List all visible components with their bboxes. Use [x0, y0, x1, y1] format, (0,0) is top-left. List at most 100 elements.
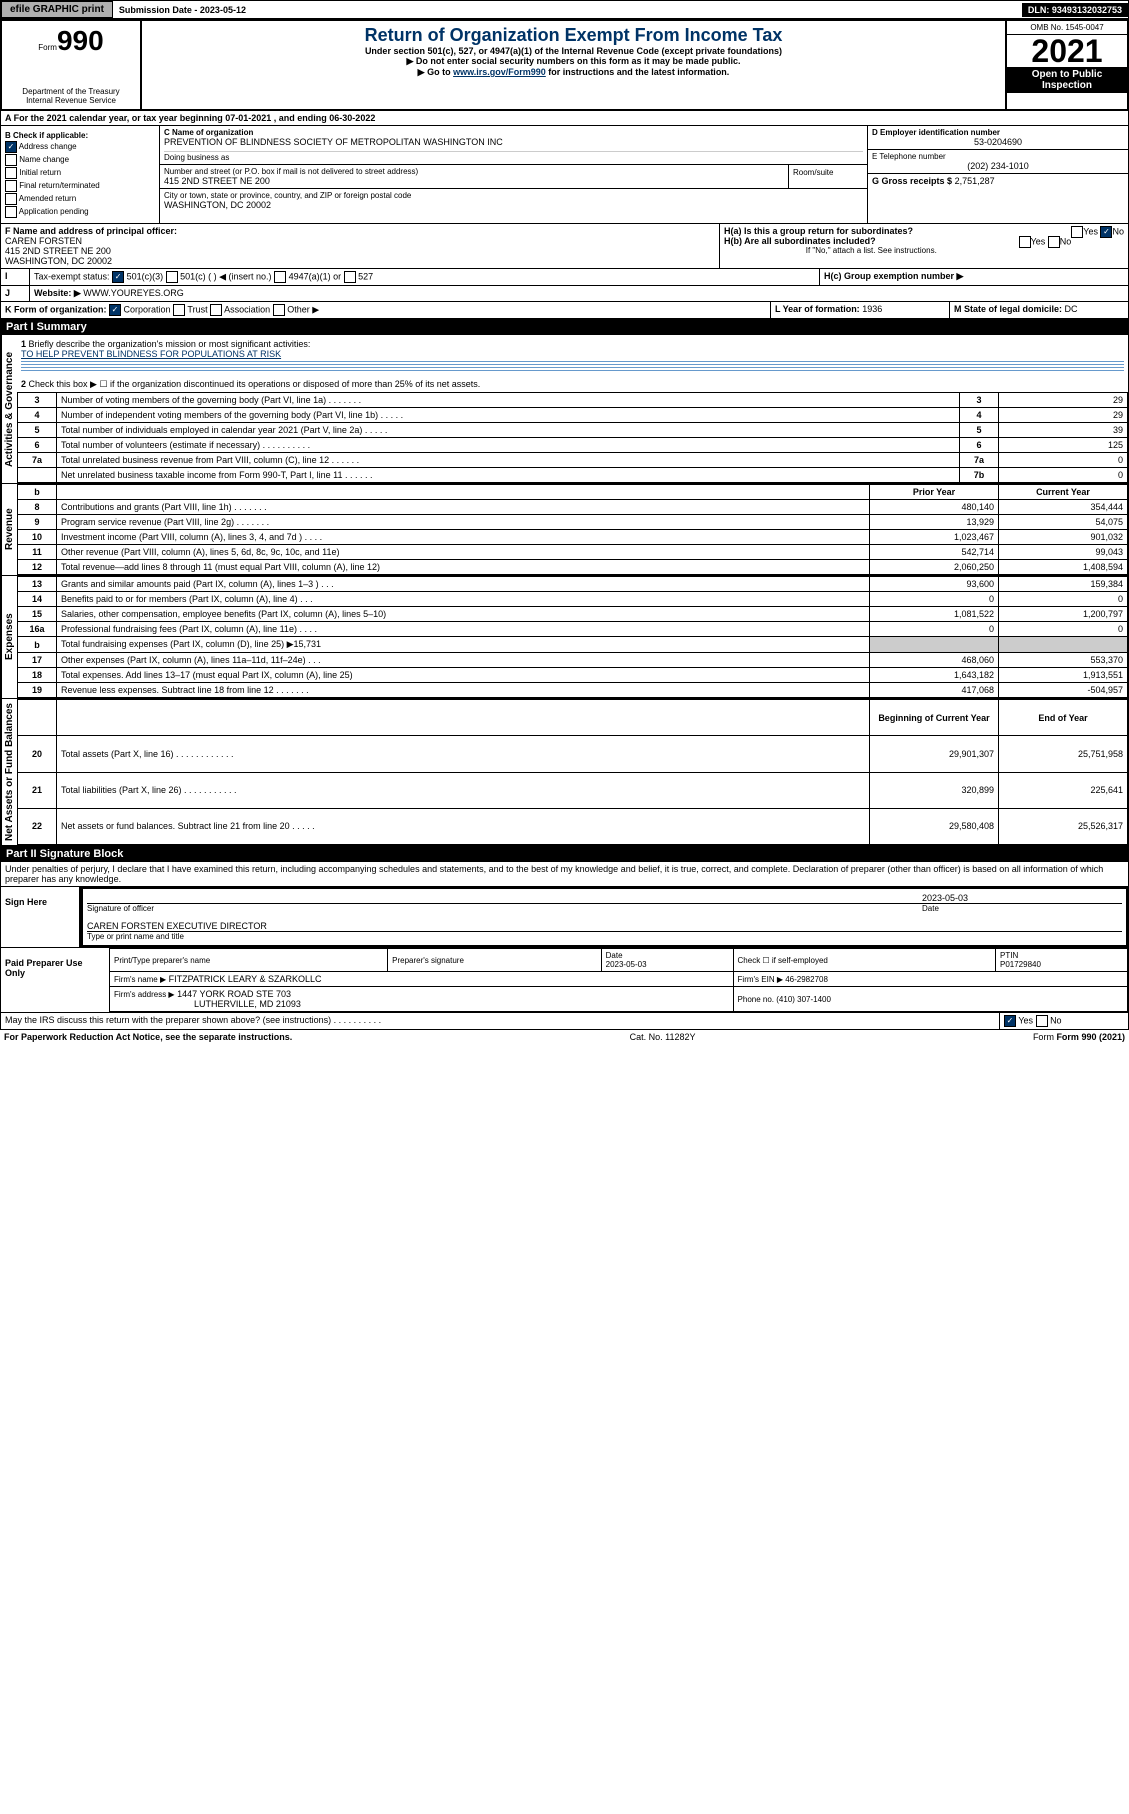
officer-addr2: WASHINGTON, DC 20002 — [5, 256, 715, 266]
line-a-text: For the 2021 calendar year, or tax year … — [14, 113, 376, 123]
line-i: I — [1, 269, 30, 285]
assoc-label: Association — [224, 304, 270, 314]
efile-print-button[interactable]: efile GRAPHIC print — [1, 1, 113, 18]
phone-label: Phone no. — [738, 995, 774, 1004]
ein: 53-0204690 — [872, 137, 1124, 147]
check-501c[interactable] — [166, 271, 178, 283]
ptin-label: PTIN — [1000, 951, 1018, 960]
tax-year: 2021 — [1007, 35, 1127, 67]
form-footer: Form Form 990 (2021) — [1033, 1032, 1125, 1042]
other-label: Other ▶ — [287, 304, 319, 314]
city-state-zip: WASHINGTON, DC 20002 — [164, 200, 863, 210]
ptin: P01729840 — [1000, 960, 1041, 969]
check-amended[interactable] — [5, 193, 17, 205]
501c3-label: 501(c)(3) — [127, 271, 164, 281]
4947-label: 4947(a)(1) or — [289, 271, 342, 281]
no-label: No — [1112, 226, 1124, 236]
section-b-label: B Check if applicable: — [5, 131, 155, 140]
vtab-expenses: Expenses — [1, 576, 17, 698]
form-note1: ▶ Do not enter social security numbers o… — [146, 56, 1001, 67]
ha-label: H(a) Is this a group return for subordin… — [724, 226, 913, 236]
check-app-pending[interactable] — [5, 206, 17, 218]
section-g-label: G Gross receipts $ — [872, 176, 952, 186]
check-other[interactable] — [273, 304, 285, 316]
firm-name: FITZPATRICK LEARY & SZARKOLLC — [169, 974, 322, 984]
revenue-table: bPrior YearCurrent Year 8Contributions a… — [17, 484, 1128, 575]
corp-label: Corporation — [124, 304, 171, 314]
check-4947[interactable] — [274, 271, 286, 283]
initial-return-label: Initial return — [19, 168, 61, 177]
dln: DLN: 93493132032753 — [1022, 3, 1128, 17]
check-501c3[interactable]: ✓ — [112, 271, 124, 283]
app-pending-label: Application pending — [19, 207, 89, 216]
date-label: Date — [922, 904, 1122, 913]
sig-date: 2023-05-03 — [922, 893, 1122, 903]
section-l-label: L Year of formation: — [775, 304, 860, 314]
ag-table: 3Number of voting members of the governi… — [17, 392, 1128, 483]
527-label: 527 — [358, 271, 373, 281]
tax-exempt-label: Tax-exempt status: — [34, 271, 110, 281]
section-k-label: K Form of organization: — [5, 304, 107, 314]
trust-label: Trust — [187, 304, 207, 314]
hb-yes[interactable] — [1019, 236, 1031, 248]
part1-header: Part I Summary — [0, 319, 1129, 335]
officer-addr1: 415 2ND STREET NE 200 — [5, 246, 715, 256]
501c-label: 501(c) ( ) ◀ (insert no.) — [180, 271, 271, 281]
prep-date-label: Date — [606, 951, 623, 960]
discuss-no[interactable] — [1036, 1015, 1048, 1027]
declaration: Under penalties of perjury, I declare th… — [0, 862, 1129, 887]
hdr-prior: Prior Year — [870, 485, 999, 500]
street-address: 415 2ND STREET NE 200 — [164, 176, 784, 186]
firm-name-label: Firm's name ▶ — [114, 975, 166, 984]
city-label: City or town, state or province, country… — [164, 191, 863, 200]
check-trust[interactable] — [173, 304, 185, 316]
check-initial-return[interactable] — [5, 167, 17, 179]
telephone: (202) 234-1010 — [872, 161, 1124, 171]
section-d-label: D Employer identification number — [872, 128, 1124, 137]
discuss-label: May the IRS discuss this return with the… — [5, 1015, 381, 1025]
hdr-beg: Beginning of Current Year — [870, 700, 999, 736]
q1-label: Briefly describe the organization's miss… — [29, 339, 311, 349]
check-address-change[interactable]: ✓ — [5, 141, 17, 153]
q2-label: Check this box ▶ ☐ if the organization d… — [29, 379, 481, 389]
check-assoc[interactable] — [210, 304, 222, 316]
ha-no[interactable]: ✓ — [1100, 226, 1112, 238]
line-j: J — [1, 286, 30, 301]
vtab-net: Net Assets or Fund Balances — [1, 699, 17, 845]
open-public: Open to Public Inspection — [1007, 67, 1127, 93]
no-label2: No — [1060, 236, 1072, 246]
ha-yes[interactable] — [1071, 226, 1083, 238]
check-527[interactable] — [344, 271, 356, 283]
addr-label: Number and street (or P.O. box if mail i… — [164, 167, 784, 176]
yes-label: Yes — [1083, 226, 1098, 236]
irs-label: Internal Revenue Service — [6, 96, 136, 105]
firm-addr-label: Firm's address ▶ — [114, 990, 175, 999]
discuss-no-label: No — [1050, 1015, 1062, 1025]
year-formation: 1936 — [862, 304, 882, 314]
irs-link[interactable]: www.irs.gov/Form990 — [453, 67, 546, 77]
mission-text: TO HELP PREVENT BLINDNESS FOR POPULATION… — [21, 349, 281, 359]
section-e-label: E Telephone number — [872, 152, 1124, 161]
check-final-return[interactable] — [5, 180, 17, 192]
dba-label: Doing business as — [164, 153, 229, 162]
note2-pre: ▶ Go to — [418, 67, 453, 77]
yes-label2: Yes — [1031, 236, 1046, 246]
form-label: Form — [38, 43, 57, 52]
firm-ein-label: Firm's EIN ▶ — [738, 975, 783, 984]
preparer-table: Print/Type preparer's namePreparer's sig… — [109, 948, 1128, 1012]
check-corp[interactable]: ✓ — [109, 304, 121, 316]
officer-name: CAREN FORSTEN — [5, 236, 715, 246]
hb-no[interactable] — [1048, 236, 1060, 248]
form-990-label: Form 990 (2021) — [1056, 1032, 1125, 1042]
check-name-change[interactable] — [5, 154, 17, 166]
discuss-yes[interactable]: ✓ — [1004, 1015, 1016, 1027]
amended-label: Amended return — [19, 194, 76, 203]
topbar: efile GRAPHIC print Submission Date - 20… — [0, 0, 1129, 19]
section-c-label: C Name of organization — [164, 128, 863, 137]
submission-date: Submission Date - 2023-05-12 — [113, 3, 252, 17]
hb-label: H(b) Are all subordinates included? — [724, 236, 876, 246]
line-a: A For the 2021 calendar year, or tax yea… — [1, 111, 1128, 125]
firm-addr: 1447 YORK ROAD STE 703 — [177, 989, 291, 999]
address-change-label: Address change — [19, 142, 77, 151]
expenses-table: 13Grants and similar amounts paid (Part … — [17, 576, 1128, 698]
